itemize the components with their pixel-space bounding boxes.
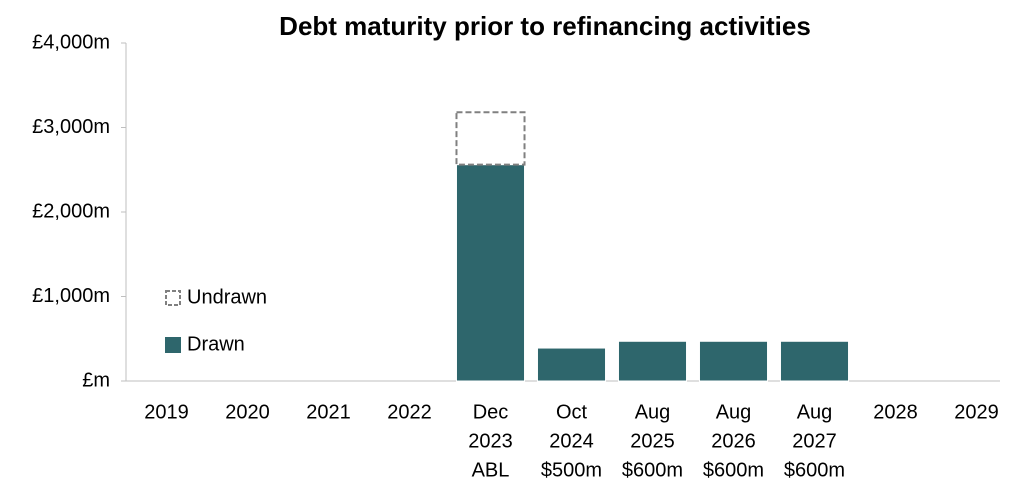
x-tick-label: 2023 <box>468 430 513 452</box>
x-tick-label: 2027 <box>792 430 837 452</box>
bar-segment <box>617 340 688 382</box>
x-tick-label: 2020 <box>225 401 270 423</box>
x-tick-label: $600m <box>703 459 764 481</box>
x-tick-label: Aug <box>635 401 671 423</box>
y-tick-label: £4,000m <box>32 31 110 53</box>
x-tick-label: 2024 <box>549 430 594 452</box>
x-tick-label: Aug <box>797 401 833 423</box>
x-tick-label: 2021 <box>306 401 351 423</box>
y-tick-label: £3,000m <box>32 116 110 138</box>
x-tick-label: 2029 <box>954 401 999 423</box>
x-tick-label: Oct <box>556 401 588 423</box>
x-tick-label: $500m <box>541 459 602 481</box>
legend-label: Drawn <box>187 333 245 355</box>
x-tick-label: $600m <box>622 459 683 481</box>
x-tick-label: 2022 <box>387 401 432 423</box>
y-tick-label: £1,000m <box>32 285 110 307</box>
bar-segment <box>455 111 526 166</box>
legend-swatch <box>165 290 181 306</box>
x-tick-label: 2028 <box>873 401 918 423</box>
x-tick-label: $600m <box>784 459 845 481</box>
x-tick-label: 2026 <box>711 430 756 452</box>
x-tick-label: 2019 <box>144 401 189 423</box>
legend-swatch <box>165 337 181 353</box>
bar-segment <box>779 340 850 382</box>
chart-title: Debt maturity prior to refinancing activ… <box>279 11 811 41</box>
bar-segment <box>455 164 526 382</box>
y-tick-label: £m <box>82 369 110 391</box>
y-tick-label: £2,000m <box>32 200 110 222</box>
x-tick-label: Aug <box>716 401 752 423</box>
x-tick-label: ABL <box>472 459 510 481</box>
x-tick-label: 2025 <box>630 430 675 452</box>
legend-label: Undrawn <box>187 286 267 308</box>
bar-segment <box>536 347 607 382</box>
bar-segment <box>698 340 769 382</box>
x-tick-label: Dec <box>473 401 509 423</box>
